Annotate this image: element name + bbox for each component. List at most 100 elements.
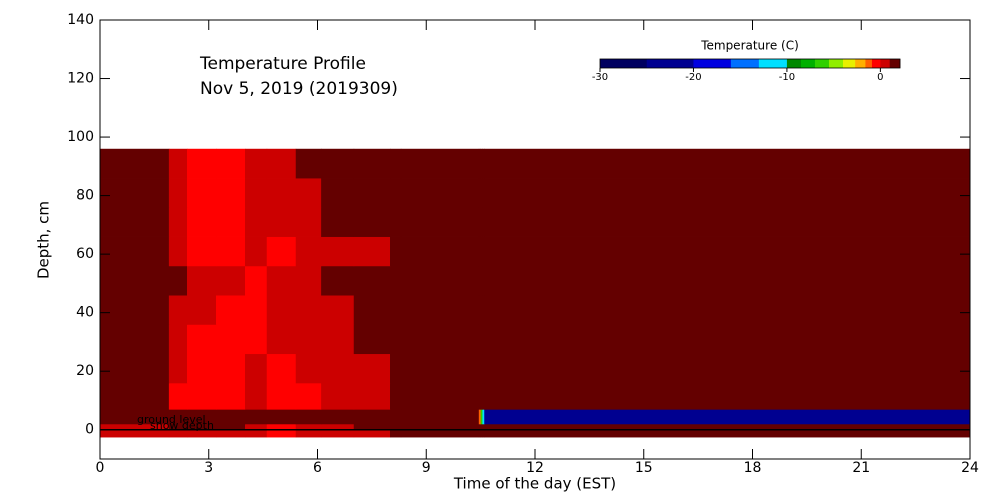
colorbar-segment xyxy=(814,59,830,68)
heatmap-cell xyxy=(353,423,391,431)
colorbar-segment xyxy=(600,59,648,68)
heatmap-cell xyxy=(187,265,217,296)
colorbar-segment xyxy=(693,59,732,68)
x-tick-label: 6 xyxy=(313,460,322,476)
heatmap-cell xyxy=(187,382,217,410)
heatmap-cell xyxy=(478,353,482,384)
heatmap-cell xyxy=(100,324,170,355)
heatmap-cell xyxy=(187,409,217,425)
x-tick-label: 9 xyxy=(422,460,431,476)
colorbar-tick-label: 0 xyxy=(877,72,883,83)
heatmap-cell xyxy=(482,207,485,237)
heatmap-cell xyxy=(482,353,485,384)
heatmap-cell xyxy=(482,265,485,296)
y-tick-label: 100 xyxy=(67,129,94,145)
heatmap-cell xyxy=(480,148,483,179)
heatmap-cell xyxy=(100,207,170,237)
heatmap-cell xyxy=(168,265,188,296)
colorbar-segment xyxy=(880,59,891,68)
heatmap-cell xyxy=(216,324,246,355)
heatmap-cell xyxy=(480,409,483,425)
heatmap-cell xyxy=(390,178,402,208)
heatmap-cell xyxy=(390,409,402,425)
x-axis-label: Time of the day (EST) xyxy=(453,475,616,493)
heatmap-cell xyxy=(353,324,391,355)
heatmap-cell xyxy=(245,207,268,237)
heatmap-cell xyxy=(266,423,297,431)
heatmap-cell xyxy=(295,178,322,208)
heatmap-cell xyxy=(390,353,402,384)
heatmap-cell xyxy=(400,236,480,267)
x-tick-label: 3 xyxy=(204,460,213,476)
y-tick-label: 140 xyxy=(67,12,94,28)
heatmap-cell xyxy=(216,353,246,384)
heatmap-cell xyxy=(400,265,480,296)
heatmap-cell xyxy=(480,265,483,296)
heatmap-cell xyxy=(216,236,246,267)
heatmap-cell xyxy=(100,148,170,179)
y-tick-label: 20 xyxy=(76,363,94,379)
annotation: ground level xyxy=(137,413,206,426)
colorbar-tick-label: -30 xyxy=(592,72,608,83)
heatmap-cell xyxy=(321,236,355,267)
heatmap-cell xyxy=(400,382,480,410)
heatmap-cell xyxy=(168,295,188,325)
heatmap-cell xyxy=(482,429,485,438)
y-tick-label: 60 xyxy=(76,246,94,262)
y-tick-label: 120 xyxy=(67,71,94,87)
annotation: snow depth xyxy=(150,419,214,432)
heatmap-cell xyxy=(266,178,297,208)
heatmap-cell xyxy=(266,236,297,267)
heatmap-cell xyxy=(168,178,188,208)
heatmap-cell xyxy=(216,265,246,296)
colorbar-segment xyxy=(889,59,901,68)
heatmap-cell xyxy=(321,429,355,438)
colorbar-segment xyxy=(646,59,694,68)
heatmap-cell xyxy=(266,148,297,179)
heatmap-cell xyxy=(216,178,246,208)
chart-subtitle: Nov 5, 2019 (2019309) xyxy=(200,79,398,99)
heatmap-cell xyxy=(266,409,297,425)
heatmap xyxy=(100,148,971,438)
heatmap-cell xyxy=(400,409,480,425)
heatmap-cell xyxy=(390,207,402,237)
heatmap-cell xyxy=(353,148,391,179)
heatmap-cell xyxy=(400,207,480,237)
y-tick-label: 0 xyxy=(85,422,94,438)
heatmap-cell xyxy=(295,423,322,431)
colorbar-segment xyxy=(758,59,788,68)
heatmap-cell xyxy=(245,295,268,325)
heatmap-cell xyxy=(478,178,482,208)
colorbar-title: Temperature (C) xyxy=(700,39,799,53)
y-tick-label: 80 xyxy=(76,188,94,204)
heatmap-cell xyxy=(168,236,188,267)
heatmap-cell xyxy=(482,409,485,425)
heatmap-cell xyxy=(353,207,391,237)
heatmap-cell xyxy=(400,423,480,431)
colorbar-segment xyxy=(871,59,881,68)
heatmap-cell xyxy=(187,324,217,355)
heatmap-cell xyxy=(390,148,402,179)
heatmap-cell xyxy=(187,295,217,325)
heatmap-cell xyxy=(245,429,268,438)
heatmap-cell xyxy=(295,265,322,296)
heatmap-cell xyxy=(482,382,485,410)
heatmap-cell xyxy=(295,207,322,237)
colorbar-segment xyxy=(828,59,844,68)
heatmap-cell xyxy=(484,236,971,267)
heatmap-cell xyxy=(295,148,322,179)
heatmap-cell xyxy=(321,423,355,431)
y-axis-label: Depth, cm xyxy=(35,201,53,279)
heatmap-cell xyxy=(216,295,246,325)
heatmap-cell xyxy=(480,207,483,237)
heatmap-cell xyxy=(100,429,170,438)
heatmap-cell xyxy=(400,178,480,208)
heatmap-cell xyxy=(482,295,485,325)
heatmap-cell xyxy=(295,295,322,325)
chart-title: Temperature Profile xyxy=(199,54,366,74)
heatmap-cell xyxy=(168,409,188,425)
heatmap-cell xyxy=(168,353,188,384)
heatmap-cell xyxy=(321,178,355,208)
heatmap-cell xyxy=(245,382,268,410)
